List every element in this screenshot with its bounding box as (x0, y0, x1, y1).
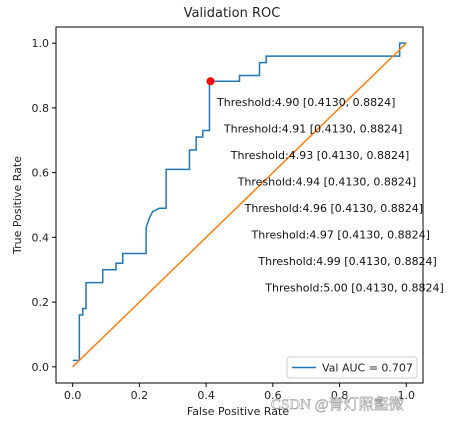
x-tick-label: 0.8 (331, 389, 349, 402)
x-tick-label: 0.6 (264, 389, 282, 402)
threshold-marker (206, 77, 215, 86)
threshold-annotation: Threshold:4.96 [0.4130, 0.8824] (244, 202, 423, 215)
threshold-annotation: Threshold:4.97 [0.4130, 0.8824] (251, 229, 430, 242)
x-axis-label: False Positive Rate (187, 405, 289, 418)
legend-label: Val AUC = 0.707 (322, 362, 413, 375)
y-tick-label: 1.0 (32, 37, 50, 50)
plot-frame (55, 26, 424, 384)
roc-curve-line (72, 42, 407, 362)
y-tick-label: 0.0 (32, 361, 50, 374)
threshold-annotation: Threshold:4.91 [0.4130, 0.8824] (223, 123, 402, 136)
y-tick-label: 0.2 (32, 296, 50, 309)
chance-diagonal-line (72, 42, 407, 368)
y-tick-label: 0.6 (32, 167, 50, 180)
chart-title: Validation ROC (184, 6, 281, 21)
x-tick-label: 0.4 (197, 389, 215, 402)
legend-box (286, 356, 418, 379)
x-tick-label: 0.2 (131, 389, 149, 402)
threshold-annotation: Threshold:5.00 [0.4130, 0.8824] (264, 282, 443, 295)
y-tick-label: 0.8 (32, 102, 50, 115)
threshold-annotation: Threshold:4.90 [0.4130, 0.8824] (216, 96, 395, 109)
axis-ticks: 0.0 0.2 0.4 0.6 0.8 1.0 0.0 0.2 0.4 0.6 0.8 1.0 (32, 37, 416, 402)
y-axis-label: True Positive Rate (11, 156, 24, 255)
threshold-annotation: Threshold:4.99 [0.4130, 0.8824] (257, 255, 436, 268)
legend: Val AUC = 0.707 (286, 356, 418, 379)
threshold-annotation: Threshold:4.93 [0.4130, 0.8824] (230, 149, 409, 162)
watermark: CSDN @青灯照壑微 (271, 396, 404, 413)
annotation-layer: Threshold:4.90 [0.4130, 0.8824] Threshold… (216, 96, 444, 295)
threshold-annotation: Threshold:4.94 [0.4130, 0.8824] (237, 176, 416, 189)
y-tick-label: 0.4 (32, 231, 50, 244)
x-tick-label: 1.0 (398, 389, 416, 402)
series-layer (72, 42, 407, 368)
x-tick-label: 0.0 (64, 389, 82, 402)
